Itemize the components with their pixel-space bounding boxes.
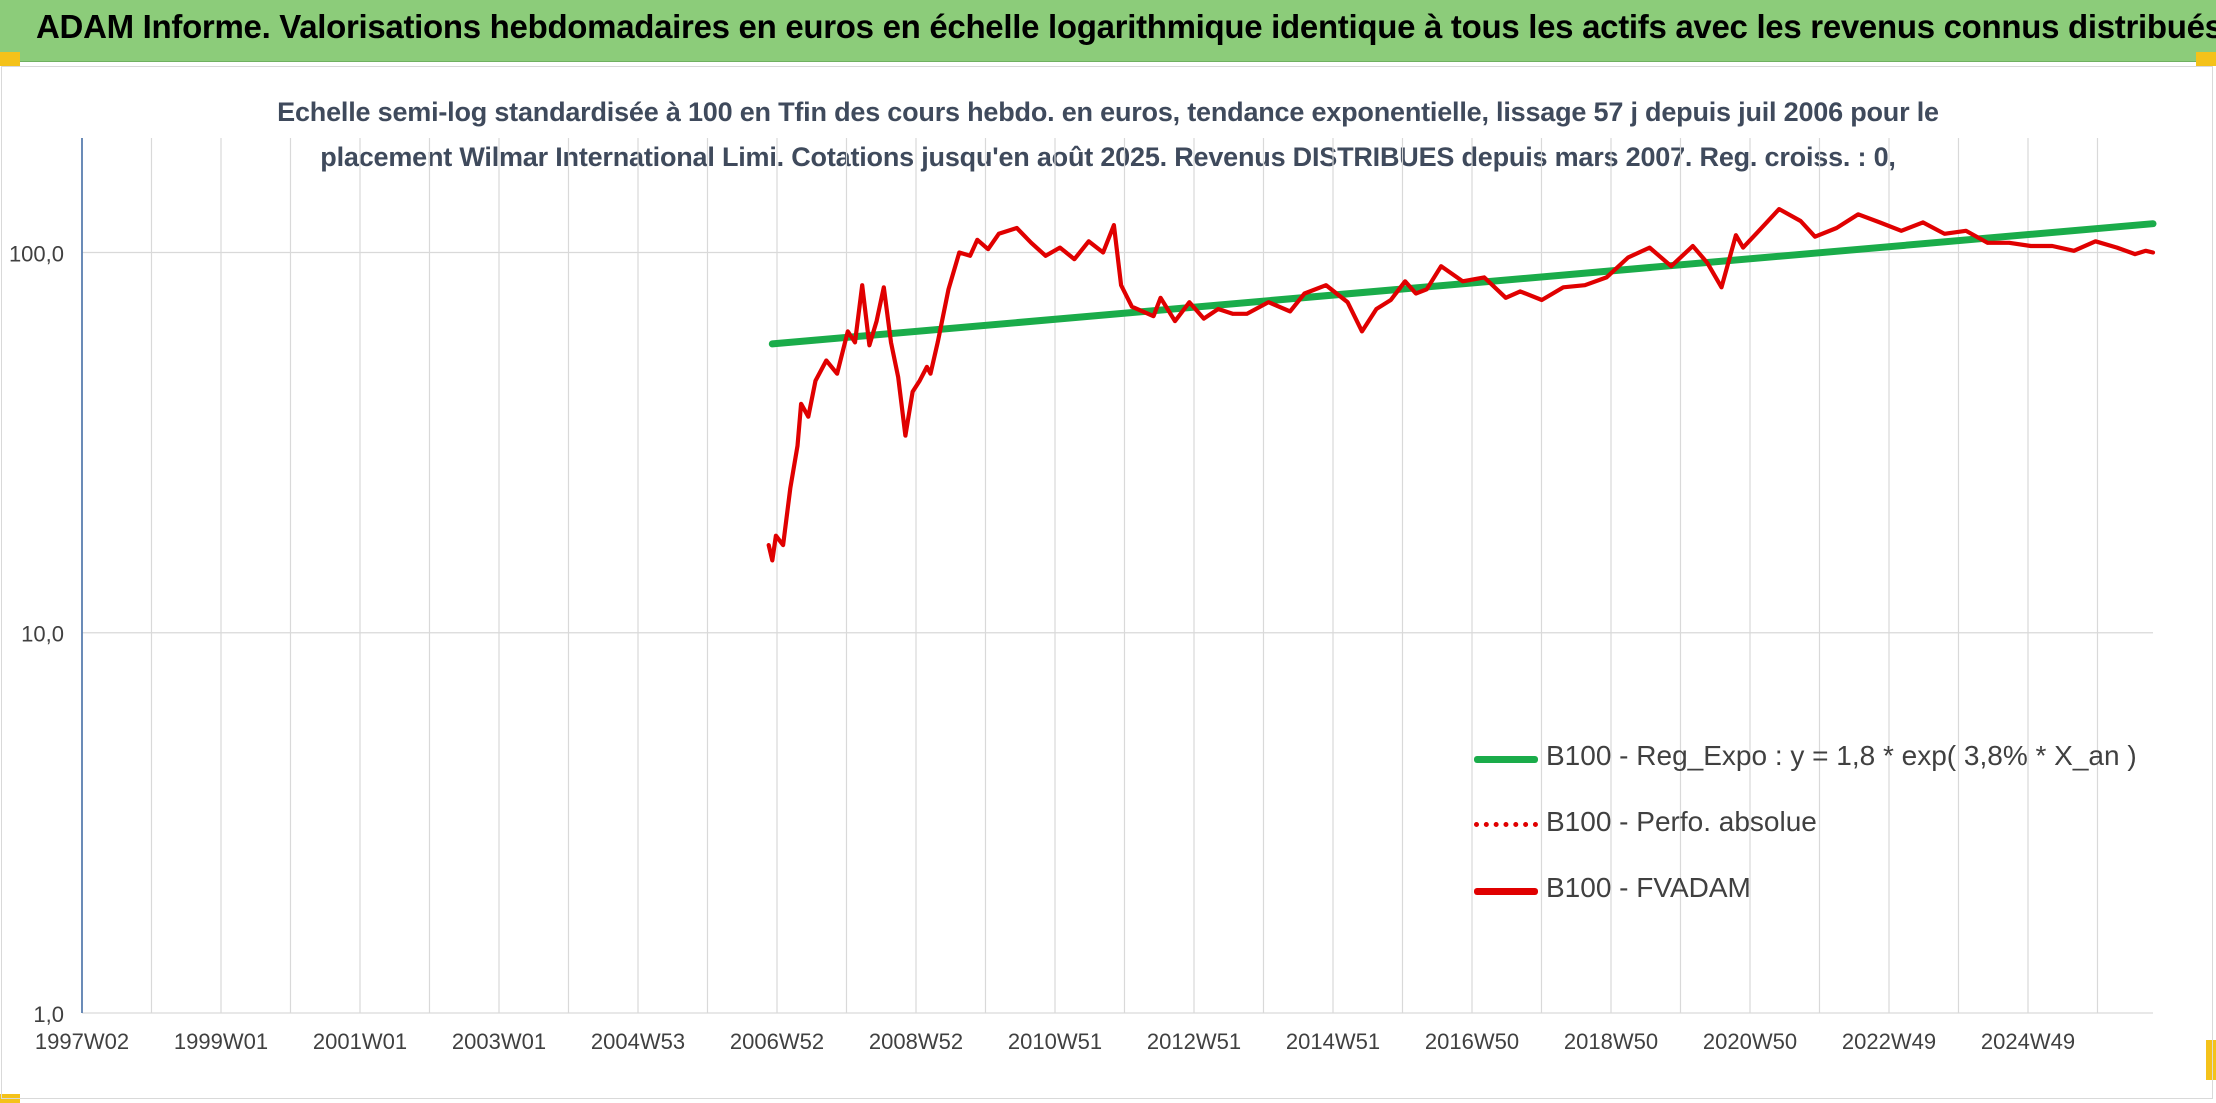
legend-label-absolute-performance: B100 - Perfo. absolue bbox=[1546, 806, 1817, 837]
legend-swatch-trend bbox=[1474, 756, 1538, 763]
x-tick-label: 2016W50 bbox=[1425, 1029, 1519, 1054]
report-title: ADAM Informe. Valorisations hebdomadaire… bbox=[36, 8, 2216, 45]
fvadam-line bbox=[766, 207, 2156, 563]
chart-title-line-2: placement Wilmar International Limi. Cot… bbox=[320, 142, 1896, 172]
x-tick-label: 1997W02 bbox=[35, 1029, 129, 1054]
corner-accent-bottom-right bbox=[2206, 1040, 2216, 1080]
x-tick-label: 2001W01 bbox=[313, 1029, 407, 1054]
x-tick-label: 2018W50 bbox=[1564, 1029, 1658, 1054]
x-tick-label: 2022W49 bbox=[1842, 1029, 1936, 1054]
legend-swatch-fvadam bbox=[1474, 888, 1538, 895]
x-tick-label: 1999W01 bbox=[174, 1029, 268, 1054]
x-tick-label: 2003W01 bbox=[452, 1029, 546, 1054]
trend-line bbox=[768, 220, 2157, 348]
report-banner: ADAM Informe. Valorisations hebdomadaire… bbox=[0, 0, 2216, 62]
x-tick-label: 2010W51 bbox=[1008, 1029, 1102, 1054]
x-tick-label: 2012W51 bbox=[1147, 1029, 1241, 1054]
x-tick-label: 2008W52 bbox=[869, 1029, 963, 1054]
x-tick-label: 2004W53 bbox=[591, 1029, 685, 1054]
x-tick-label: 2006W52 bbox=[730, 1029, 824, 1054]
y-tick-label: 10,0 bbox=[21, 622, 64, 647]
chart-title-line-1: Echelle semi-log standardisée à 100 en T… bbox=[277, 97, 1939, 127]
legend-swatch-absolute-performance bbox=[1474, 822, 1538, 827]
y-tick-label: 1,0 bbox=[33, 1002, 64, 1027]
legend-label-fvadam: B100 - FVADAM bbox=[1546, 872, 1751, 903]
y-tick-label: 100,0 bbox=[9, 241, 64, 266]
chart-area bbox=[1, 66, 2213, 1099]
x-tick-label: 2020W50 bbox=[1703, 1029, 1797, 1054]
legend-label-trend: B100 - Reg_Expo : y = 1,8 * exp( 3,8% * … bbox=[1546, 740, 2137, 771]
x-tick-label: 2024W49 bbox=[1981, 1029, 2075, 1054]
corner-accent-top-left bbox=[0, 52, 20, 66]
corner-accent-top-right bbox=[2196, 52, 2216, 66]
x-tick-label: 2014W51 bbox=[1286, 1029, 1380, 1054]
